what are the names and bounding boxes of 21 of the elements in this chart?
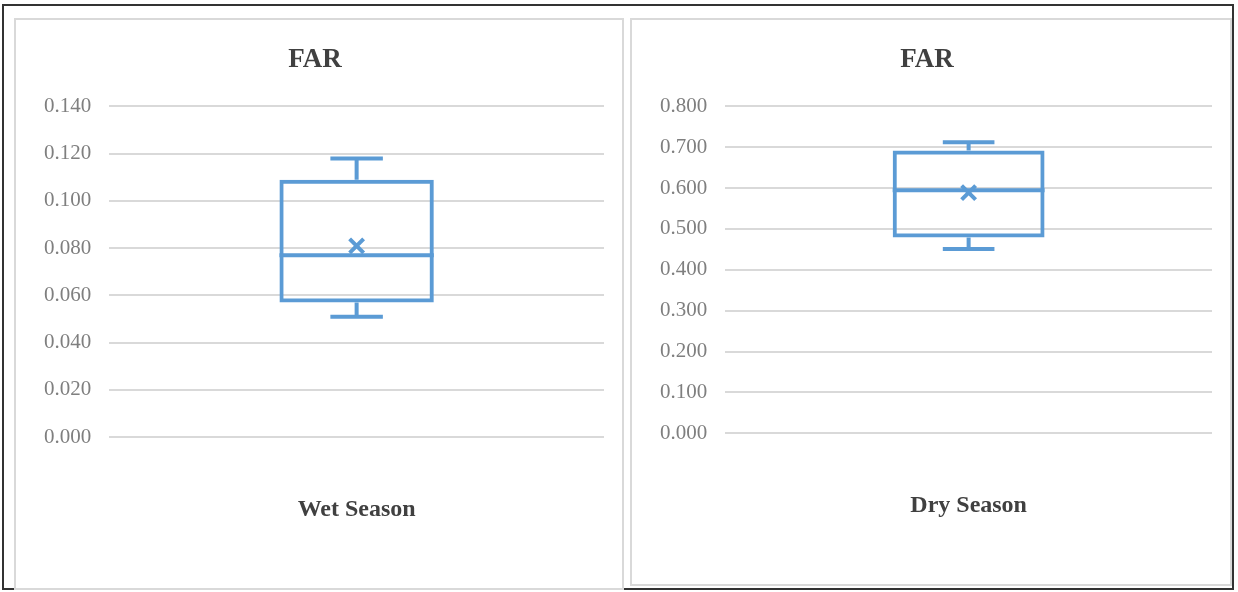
- y-tick-label: 0.600: [660, 174, 708, 199]
- x-tick-label: Wet Season: [297, 494, 416, 521]
- y-tick-label: 0.300: [660, 297, 708, 322]
- y-tick-label: 0.040: [44, 329, 92, 354]
- y-tick-label: 0.000: [660, 419, 708, 444]
- y-tick-label: 0.120: [44, 140, 92, 165]
- y-tick-label: 0.000: [44, 423, 92, 448]
- y-tick-label: 0.080: [44, 234, 92, 259]
- y-tick-label: 0.100: [44, 187, 92, 212]
- y-tick-label: 0.800: [660, 92, 708, 117]
- y-tick-label: 0.100: [660, 378, 708, 403]
- y-tick-label: 0.020: [44, 376, 92, 401]
- chart-title: FAR: [900, 43, 955, 74]
- x-tick-label: Dry Season: [910, 490, 1027, 517]
- y-tick-label: 0.700: [660, 133, 708, 158]
- y-tick-label: 0.140: [44, 92, 92, 117]
- y-tick-label: 0.400: [660, 256, 708, 281]
- chart-title: FAR: [288, 43, 343, 74]
- y-tick-label: 0.200: [660, 338, 708, 363]
- y-tick-label: 0.060: [44, 281, 92, 306]
- y-tick-label: 0.500: [660, 215, 708, 240]
